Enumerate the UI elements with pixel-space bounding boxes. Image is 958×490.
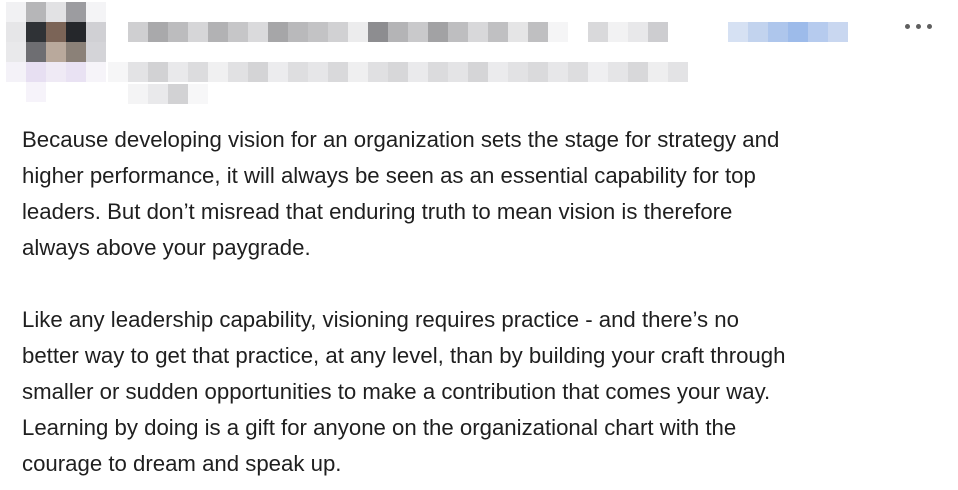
- post-text: Because developing vision for an organiz…: [22, 122, 952, 482]
- author-headline-obscured: [108, 62, 688, 82]
- post-paragraph: Because developing vision for an organiz…: [22, 127, 780, 260]
- ellipsis-icon: [904, 23, 910, 29]
- ellipsis-icon-dot: [915, 23, 921, 29]
- author-avatar[interactable]: [6, 2, 108, 104]
- author-name-obscured[interactable]: [128, 22, 848, 42]
- ellipsis-icon-dot: [926, 23, 932, 29]
- post-paragraph: Like any leadership capability, visionin…: [22, 307, 786, 476]
- more-options-button[interactable]: [898, 14, 938, 38]
- post-timestamp-obscured: [128, 84, 208, 104]
